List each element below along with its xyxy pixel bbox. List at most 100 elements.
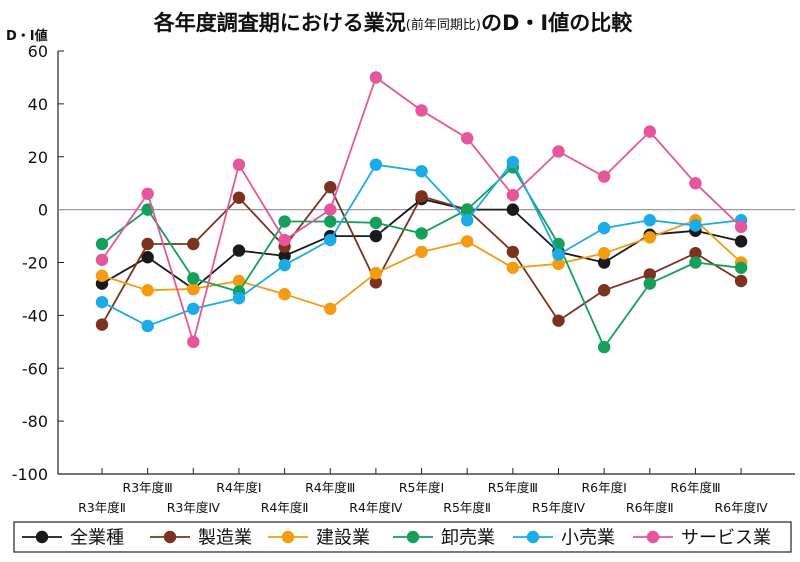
data-point (552, 145, 565, 158)
data-point (187, 237, 200, 251)
data-point (324, 215, 337, 228)
data-point (552, 248, 565, 261)
legend-label: 卸売業 (441, 528, 495, 549)
x-tick-label: R3年度Ⅲ (123, 480, 173, 495)
y-tick-label: 20 (28, 148, 48, 167)
x-tick-label: R6年度Ⅰ (581, 480, 626, 495)
y-tick-label: 40 (28, 95, 48, 114)
data-point (278, 258, 291, 272)
series-5 (95, 155, 748, 333)
data-point (187, 335, 200, 349)
data-point (141, 237, 154, 251)
data-point (689, 256, 702, 269)
data-point (597, 221, 611, 235)
data-point (232, 244, 246, 257)
x-tick-label: R5年度Ⅱ (443, 500, 491, 515)
legend-marker (646, 530, 660, 544)
data-point (141, 319, 154, 333)
legend-item: 建設業 (268, 528, 370, 549)
legend-marker (35, 530, 49, 544)
x-tick-label: R4年度Ⅰ (216, 480, 261, 495)
data-point (141, 284, 154, 297)
data-point (369, 229, 383, 243)
data-point (369, 266, 383, 280)
data-point (689, 219, 702, 232)
x-tick-label: R3年度Ⅳ (167, 500, 221, 515)
data-point (278, 288, 291, 301)
x-tick-label: R4年度Ⅲ (305, 480, 355, 495)
data-point (324, 203, 337, 216)
legend-marker (526, 530, 540, 544)
data-point (506, 261, 520, 274)
legend-item: 製造業 (150, 528, 252, 549)
data-point (278, 215, 291, 228)
data-point (506, 203, 520, 216)
legend-item: 卸売業 (393, 528, 495, 549)
data-point (95, 269, 109, 282)
data-point (324, 180, 337, 194)
data-point (95, 237, 109, 251)
title-suffix: のD・I値の比較 (481, 11, 633, 35)
data-point (689, 176, 702, 190)
data-point (95, 318, 109, 331)
data-point (734, 220, 748, 234)
y-tick-label: -60 (22, 359, 48, 378)
y-axis-label: D・I値 (6, 28, 48, 44)
data-point (95, 295, 109, 309)
data-point (506, 188, 520, 202)
title-note: (前年同期比) (406, 17, 481, 33)
data-point (232, 291, 246, 305)
data-point (369, 71, 383, 84)
y-tick-label: 0 (38, 201, 48, 220)
y-tick-label: -100 (12, 465, 48, 484)
data-point (415, 165, 428, 178)
data-point (734, 261, 748, 274)
data-point (597, 284, 611, 297)
data-point (232, 191, 246, 204)
data-point (187, 272, 200, 285)
x-tick-label: R6年度Ⅲ (670, 480, 720, 495)
legend-label: 建設業 (316, 528, 370, 549)
legend-item: サービス業 (633, 528, 771, 549)
data-point (415, 104, 428, 117)
data-point (278, 249, 291, 263)
data-point (689, 247, 702, 260)
data-point (734, 274, 748, 288)
data-point (461, 214, 474, 227)
data-point (415, 190, 428, 203)
x-tick-label: R4年度Ⅳ (349, 500, 403, 515)
x-tick-label: R5年度Ⅰ (399, 480, 444, 495)
svg-text:各年度調査期における業況(前年同期比)のD・I値の比較: 各年度調査期における業況(前年同期比)のD・I値の比較 (153, 11, 633, 35)
y-tick-label: -80 (22, 412, 48, 431)
data-point (324, 302, 337, 315)
data-point (461, 203, 474, 216)
legend-item: 小売業 (513, 528, 615, 549)
data-point (643, 268, 656, 281)
data-point (369, 276, 383, 289)
data-point (597, 256, 611, 269)
legend-item: 全業種 (22, 528, 124, 549)
y-tick-label: 60 (28, 42, 48, 61)
data-point (734, 235, 748, 248)
data-point (141, 187, 154, 200)
chart-title: 各年度調査期における業況(前年同期比)のD・I値の比較 (153, 11, 633, 35)
data-point (643, 277, 656, 290)
data-point (461, 235, 474, 248)
legend-marker (281, 530, 295, 544)
data-point (597, 170, 611, 183)
data-point (506, 155, 520, 169)
data-point (187, 282, 200, 296)
data-point (232, 158, 246, 171)
data-point (369, 158, 383, 171)
data-point (415, 245, 428, 259)
legend-label: 全業種 (70, 528, 124, 549)
x-tick-label: R5年度Ⅳ (532, 500, 586, 515)
data-point (506, 245, 520, 259)
data-point (643, 125, 656, 138)
data-point (95, 253, 109, 267)
x-tick-label: R4年度Ⅱ (261, 500, 309, 515)
data-point (597, 247, 611, 260)
data-point (415, 227, 428, 240)
legend-marker (163, 530, 177, 544)
